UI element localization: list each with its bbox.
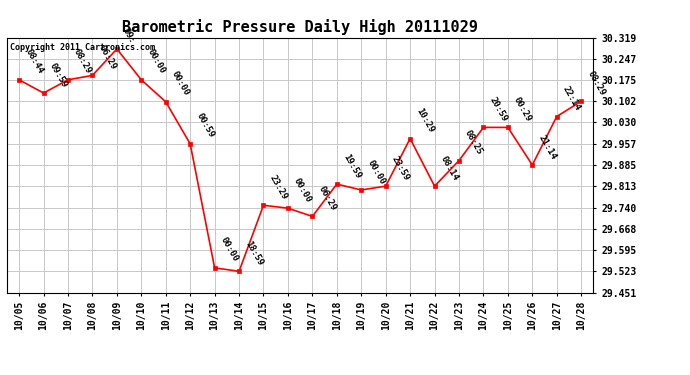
Text: 09:: 09:: [121, 26, 137, 45]
Text: Copyright 2011 Cartronics.com: Copyright 2011 Cartronics.com: [10, 43, 155, 52]
Text: 00:29: 00:29: [512, 96, 533, 123]
Text: 08:29: 08:29: [585, 69, 607, 97]
Text: 18:59: 18:59: [243, 239, 264, 267]
Text: 23:29: 23:29: [268, 173, 289, 201]
Text: 22:14: 22:14: [561, 85, 582, 112]
Text: 08:44: 08:44: [23, 48, 45, 76]
Text: 08:29: 08:29: [72, 48, 93, 76]
Text: 23:59: 23:59: [390, 154, 411, 182]
Text: 06:29: 06:29: [317, 184, 338, 212]
Text: 00:00: 00:00: [170, 70, 191, 98]
Text: 00:00: 00:00: [219, 236, 240, 264]
Title: Barometric Pressure Daily High 20111029: Barometric Pressure Daily High 20111029: [122, 19, 478, 35]
Text: 08:14: 08:14: [439, 154, 460, 182]
Text: 08:25: 08:25: [463, 129, 484, 156]
Text: 00:00: 00:00: [292, 176, 313, 204]
Text: 19:59: 19:59: [341, 152, 362, 180]
Text: 00:00: 00:00: [146, 48, 167, 76]
Text: 21:14: 21:14: [536, 133, 558, 161]
Text: 09:59: 09:59: [48, 61, 69, 89]
Text: 10:29: 10:29: [414, 106, 435, 134]
Text: 00:00: 00:00: [366, 158, 386, 186]
Text: 20:59: 20:59: [488, 96, 509, 123]
Text: 06:29: 06:29: [97, 44, 118, 71]
Text: 00:59: 00:59: [195, 112, 215, 140]
